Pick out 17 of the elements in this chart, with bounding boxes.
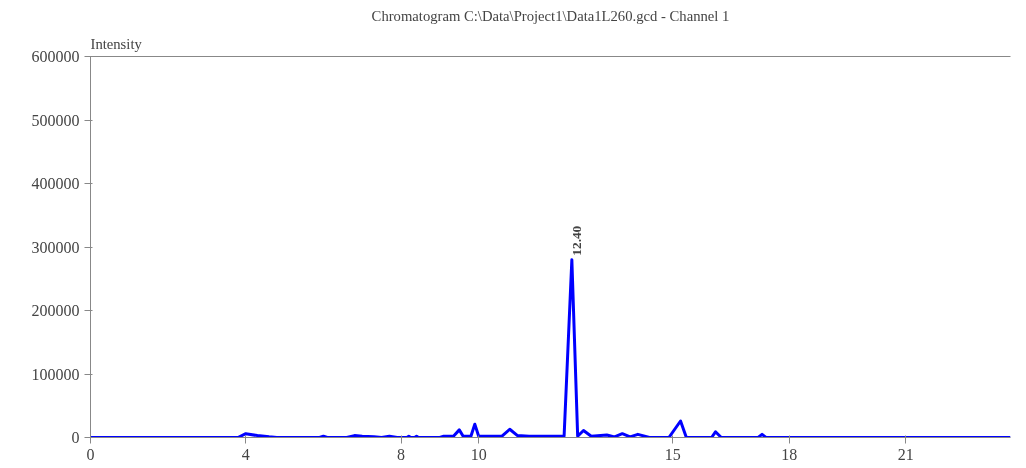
x-tick-label: 18 (781, 445, 798, 463)
annotation: 12.40 (568, 225, 584, 256)
y-tick-label: 500000 (31, 111, 80, 129)
x-tick-label: 8 (397, 445, 406, 463)
y-tick-label: 600000 (31, 48, 80, 65)
x-tick-label: 0 (86, 445, 95, 463)
y-tick-label: 100000 (31, 365, 80, 383)
x-tick-label: 15 (664, 445, 681, 463)
x-tick-label: 4 (241, 445, 250, 463)
chart-title: Chromatogram C:\Data\Project1\Data1L260.gcd - Channel 1 (371, 7, 730, 24)
y-tick-label: 200000 (31, 302, 80, 319)
x-tick-label: 10 (470, 445, 487, 463)
y-tick-label: 300000 (31, 238, 80, 256)
y-axis-title: Intensity (90, 35, 143, 52)
x-tick-label: 21 (897, 445, 914, 463)
y-tick-label: 400000 (31, 175, 80, 192)
y-tick-label: 0 (71, 429, 80, 446)
